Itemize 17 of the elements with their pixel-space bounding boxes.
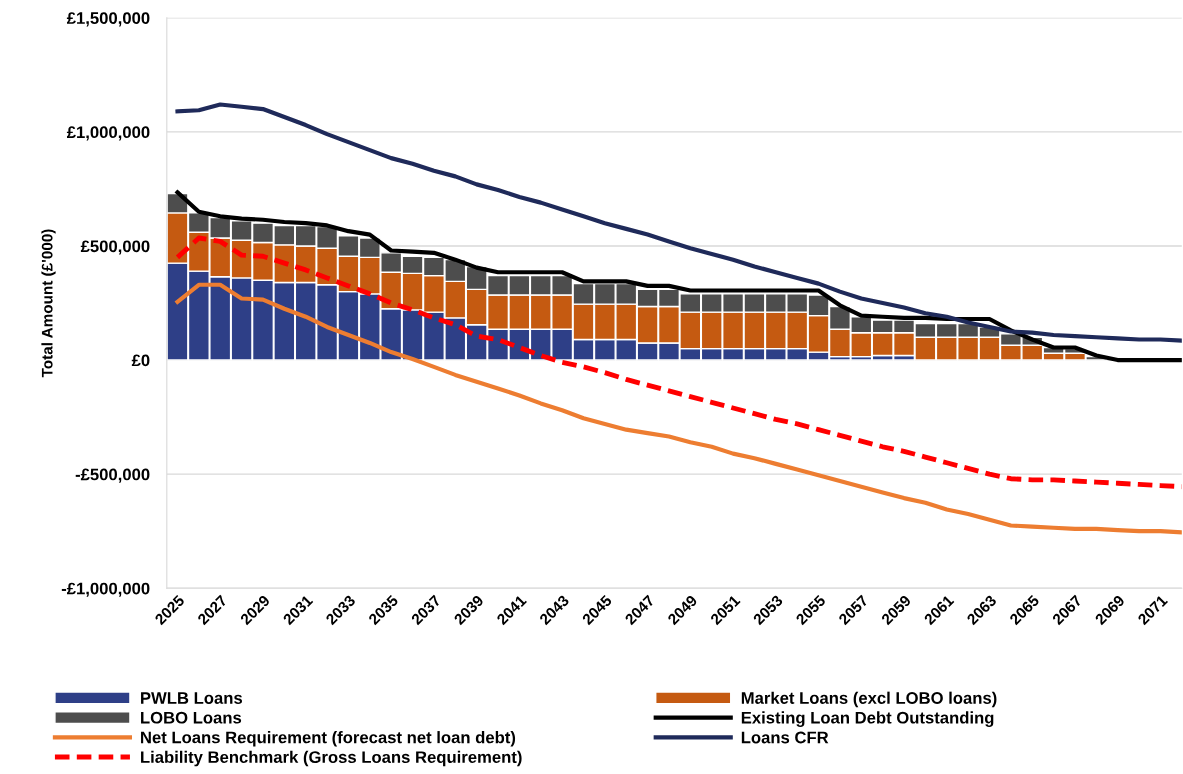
y-axis-title: Total Amount (£'000) [41, 229, 56, 378]
y-tick-label: -£500,000 [75, 468, 150, 483]
legend-label: Loans CFR [741, 731, 829, 744]
y-tick-label: £0 [131, 354, 150, 367]
line-series [175, 282, 1182, 535]
y-tick-label: £500,000 [80, 240, 150, 255]
y-tick-label: -£1,000,000 [61, 582, 150, 597]
legend-label: Liability Benchmark (Gross Loans Requirement) [141, 750, 522, 767]
legend-label: Net Loans Requirement (forecast net loan debt) [141, 731, 516, 747]
line-series [175, 102, 1182, 343]
legend-label: LOBO Loans [141, 711, 242, 724]
legend-label: Existing Loan Debt Outstanding [741, 711, 994, 727]
y-tick-label: £1,000,000 [66, 126, 150, 141]
legend-label: Market Loans (excl LOBO loans) [741, 691, 997, 708]
line-series [175, 190, 1182, 363]
y-tick-label: £1,500,000 [66, 12, 150, 27]
legend-label: PWLB Loans [141, 692, 243, 704]
